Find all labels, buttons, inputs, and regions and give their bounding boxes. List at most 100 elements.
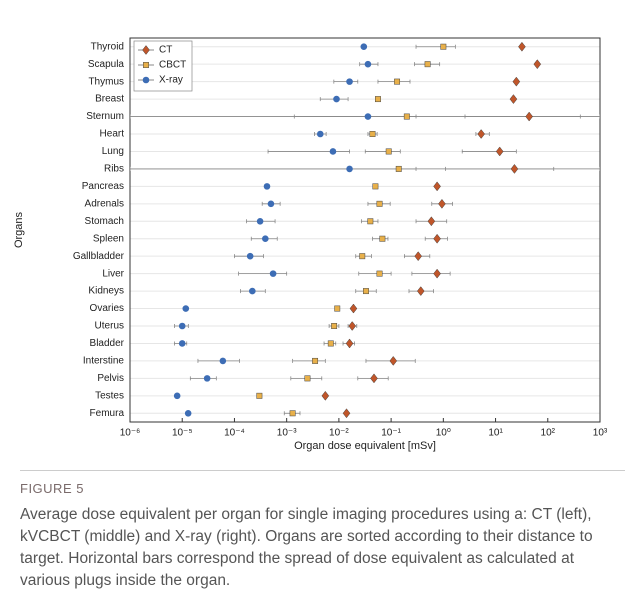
marker bbox=[414, 251, 423, 262]
marker bbox=[416, 286, 425, 296]
x-tick-label: 10³ bbox=[593, 428, 608, 439]
error-bar bbox=[415, 44, 456, 49]
y-tick-label: Adrenals bbox=[85, 198, 124, 209]
error-bar bbox=[411, 271, 451, 276]
marker bbox=[143, 62, 149, 68]
marker bbox=[349, 303, 358, 314]
y-tick-label: Testes bbox=[95, 390, 124, 401]
y-tick-label: Gallbladder bbox=[73, 251, 125, 262]
y-tick-label: Breast bbox=[95, 94, 124, 105]
marker bbox=[246, 252, 254, 260]
marker bbox=[333, 95, 340, 103]
marker bbox=[389, 356, 398, 366]
marker bbox=[385, 148, 392, 155]
marker bbox=[173, 392, 181, 400]
marker bbox=[346, 165, 353, 173]
y-tick-label: Lung bbox=[102, 146, 124, 157]
x-tick-label: 10⁻⁵ bbox=[172, 428, 193, 439]
error-bar bbox=[292, 358, 326, 363]
marker bbox=[440, 43, 447, 50]
y-tick-label: Sternum bbox=[86, 111, 124, 122]
y-tick-label: Bladder bbox=[90, 338, 125, 349]
error-bar bbox=[267, 149, 350, 154]
error-bar bbox=[189, 376, 217, 381]
marker bbox=[203, 375, 211, 382]
marker bbox=[178, 340, 186, 347]
marker bbox=[395, 165, 402, 172]
error-bar bbox=[293, 114, 417, 119]
marker bbox=[364, 60, 372, 68]
marker bbox=[376, 200, 383, 207]
marker bbox=[345, 338, 354, 349]
marker bbox=[510, 164, 519, 174]
x-tick-label: 10¹ bbox=[488, 428, 503, 439]
marker bbox=[363, 288, 369, 295]
y-tick-label: Kidneys bbox=[88, 286, 124, 297]
marker bbox=[433, 181, 441, 192]
y-tick-label: Liver bbox=[102, 268, 124, 279]
marker bbox=[329, 148, 337, 155]
marker bbox=[427, 216, 436, 227]
x-tick-label: 10⁻¹ bbox=[381, 428, 401, 439]
marker bbox=[256, 217, 264, 225]
error-bar bbox=[197, 358, 240, 363]
marker bbox=[304, 375, 311, 382]
plot-frame bbox=[129, 37, 601, 423]
marker bbox=[525, 111, 533, 122]
marker bbox=[433, 268, 441, 279]
x-tick-label: 10⁰ bbox=[436, 428, 451, 439]
marker bbox=[182, 305, 190, 312]
marker bbox=[334, 305, 341, 312]
marker bbox=[219, 357, 227, 365]
marker bbox=[359, 253, 366, 260]
marker bbox=[142, 45, 150, 55]
marker bbox=[370, 373, 378, 384]
chart: Organs Organ dose equivalent [mSv] Thyro… bbox=[13, 37, 608, 452]
y-tick-label: Thyroid bbox=[91, 41, 124, 52]
legend-label: X-ray bbox=[159, 75, 183, 86]
marker bbox=[495, 146, 504, 157]
error-bar bbox=[238, 271, 288, 276]
caption: FIGURE 5 Average dose equivalent per org… bbox=[20, 470, 625, 592]
marker bbox=[184, 409, 192, 417]
caption-label: FIGURE 5 bbox=[20, 481, 84, 496]
legend-label: CBCT bbox=[159, 60, 186, 71]
error-bar bbox=[130, 166, 417, 171]
marker bbox=[342, 408, 351, 419]
x-tick-label: 10² bbox=[541, 428, 556, 439]
marker bbox=[327, 340, 334, 347]
marker bbox=[142, 76, 150, 84]
marker bbox=[312, 357, 319, 364]
y-tick-label: Interstine bbox=[83, 356, 125, 367]
marker bbox=[360, 43, 368, 51]
marker bbox=[263, 183, 271, 190]
y-tick-label: Ribs bbox=[104, 164, 124, 175]
marker bbox=[331, 323, 338, 329]
x-tick-label: 10⁻⁴ bbox=[224, 428, 245, 439]
divider bbox=[20, 470, 625, 471]
y-tick-label: Femura bbox=[90, 408, 125, 419]
y-tick-label: Scapula bbox=[88, 59, 125, 70]
marker bbox=[376, 270, 383, 277]
plot-area bbox=[130, 41, 600, 419]
y-tick-label: Ovaries bbox=[90, 303, 124, 314]
marker bbox=[518, 41, 526, 52]
error-bar bbox=[358, 271, 392, 276]
x-tick-label: 10⁻³ bbox=[277, 428, 297, 439]
marker bbox=[289, 410, 296, 417]
marker bbox=[267, 200, 275, 208]
marker bbox=[403, 113, 410, 120]
marker bbox=[533, 59, 542, 70]
caption-text: Average dose equivalent per organ for si… bbox=[20, 506, 593, 589]
marker bbox=[269, 270, 277, 277]
error-bar bbox=[461, 149, 517, 154]
marker bbox=[372, 183, 379, 190]
error-bar bbox=[333, 79, 359, 84]
marker bbox=[375, 96, 381, 103]
y-tick-label: Pelvis bbox=[97, 373, 124, 384]
y-tick-label: Uterus bbox=[95, 321, 124, 332]
x-axis-label: Organ dose equivalent [mSv] bbox=[294, 440, 436, 452]
marker bbox=[178, 322, 186, 330]
marker bbox=[477, 129, 485, 139]
